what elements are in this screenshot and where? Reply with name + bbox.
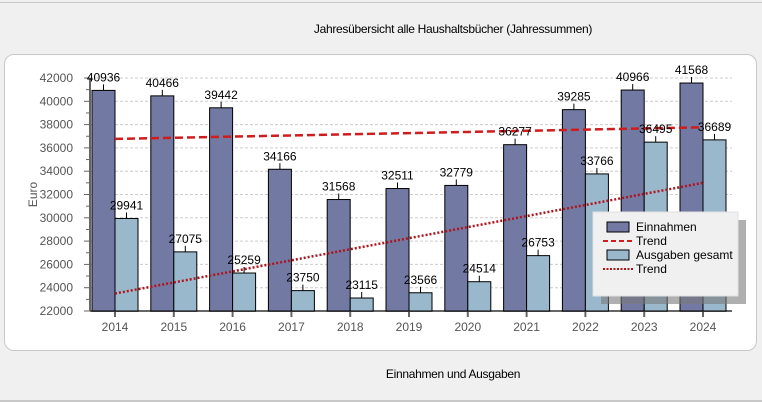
x-tick-label: 2017 (278, 320, 305, 334)
y-tick-label: 38000 (40, 118, 74, 132)
data-label-ausgaben: 23566 (404, 273, 438, 287)
data-label-ausgaben: 36495 (639, 122, 673, 136)
data-label-einnahmen: 36277 (498, 125, 532, 139)
data-label-einnahmen: 32511 (381, 169, 414, 183)
bar-ausgaben (408, 292, 433, 312)
bar-einnahmen (267, 168, 292, 312)
data-label-einnahmen: 40466 (146, 76, 180, 90)
x-tick-label: 2015 (160, 320, 187, 334)
bar-ausgaben (290, 290, 315, 312)
data-label-einnahmen: 40966 (616, 70, 650, 84)
bar-einnahmen (561, 109, 586, 312)
x-tick-label: 2019 (396, 320, 423, 334)
legend-item-einnahmen-swatch (606, 221, 630, 233)
x-tick-label: 2022 (572, 320, 599, 334)
bottom-border (0, 400, 762, 402)
y-tick-label: 32000 (40, 188, 74, 202)
y-tick-label: 36000 (40, 141, 74, 155)
data-label-einnahmen: 32779 (440, 165, 474, 179)
bar-einnahmen (209, 107, 234, 312)
bar-ausgaben (114, 217, 139, 312)
y-tick-label: 24000 (40, 281, 74, 295)
data-label-ausgaben: 27075 (169, 232, 203, 246)
bar-ausgaben (467, 281, 492, 312)
data-label-einnahmen: 39442 (204, 88, 238, 102)
y-tick-label: 22000 (40, 304, 74, 318)
x-tick-label: 2014 (102, 320, 129, 334)
legend-item-trend-einnahmen: Trend (636, 234, 667, 248)
y-tick-label: 26000 (40, 257, 74, 271)
data-label-ausgaben: 24514 (463, 262, 497, 276)
data-label-ausgaben: 26753 (521, 236, 555, 250)
chart-subtitle: Einnahmen und Ausgaben (385, 367, 521, 381)
data-label-einnahmen: 31568 (322, 180, 356, 194)
legend-item-einnahmen: Einnahmen (636, 220, 697, 234)
data-label-ausgaben: 33766 (580, 154, 614, 168)
chart-title: Jahresübersicht alle Haushaltsbücher (Ja… (313, 22, 593, 36)
data-label-einnahmen: 40936 (87, 70, 121, 84)
bar-ausgaben (349, 297, 374, 312)
y-tick-label: 40000 (40, 94, 74, 108)
top-border (0, 2, 762, 3)
y-tick-label: 28000 (40, 234, 74, 248)
data-label-einnahmen: 41568 (675, 63, 709, 77)
data-label-einnahmen: 39285 (557, 90, 591, 104)
x-tick-label: 2023 (631, 320, 658, 334)
bar-ausgaben (232, 272, 257, 312)
x-tick-label: 2021 (513, 320, 540, 334)
legend-item-ausgaben-swatch (606, 249, 630, 261)
data-label-ausgaben: 23750 (286, 271, 320, 285)
y-axis-label: Euro (26, 182, 40, 208)
legend-item-ausgaben: Ausgaben gesamt (636, 248, 733, 262)
data-label-ausgaben: 29941 (110, 198, 144, 212)
bar-einnahmen (150, 95, 175, 312)
x-tick-label: 2016 (219, 320, 246, 334)
data-label-einnahmen: 34166 (263, 149, 297, 163)
data-label-ausgaben: 23115 (345, 278, 378, 292)
bar-ausgaben (526, 255, 551, 312)
legend-item-trend-ausgaben: Trend (636, 262, 667, 276)
y-tick-label: 42000 (40, 71, 74, 85)
trend-line-einnahmen (114, 126, 704, 141)
x-tick-label: 2024 (690, 320, 717, 334)
y-tick-label: 30000 (40, 211, 74, 225)
bar-ausgaben (173, 251, 198, 312)
bar-einnahmen (503, 144, 528, 312)
bar-einnahmen (326, 199, 351, 312)
bar-einnahmen (444, 184, 469, 312)
data-label-ausgaben: 36689 (698, 120, 732, 134)
x-tick-label: 2018 (337, 320, 364, 334)
x-tick-label: 2020 (454, 320, 481, 334)
bar-einnahmen (385, 188, 410, 312)
data-label-ausgaben: 25259 (227, 253, 261, 267)
y-tick-label: 34000 (40, 164, 74, 178)
